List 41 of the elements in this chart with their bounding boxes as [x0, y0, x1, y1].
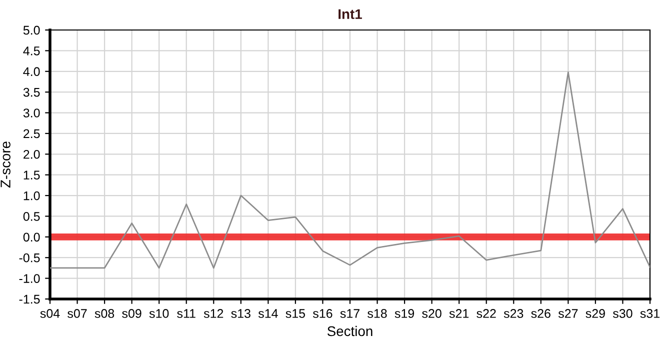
x-tick-label: s19 — [394, 309, 414, 318]
x-tick-label: s21 — [449, 309, 469, 318]
x-tick-label: s26 — [531, 309, 550, 318]
x-tick-label: s17 — [340, 309, 360, 318]
x-tick-label: s16 — [313, 309, 332, 318]
y-tick-label: 0.0 — [23, 232, 40, 242]
x-tick-label: s11 — [177, 309, 196, 318]
x-tick-label: s12 — [204, 309, 224, 318]
x-tick-label: s15 — [286, 309, 306, 318]
y-tick-label: 5.0 — [23, 26, 40, 35]
y-tick-label: 1.5 — [24, 170, 40, 180]
x-tick-label: s04 — [40, 309, 60, 318]
x-tick-label: s27 — [558, 309, 578, 318]
x-tick-label: s29 — [586, 309, 605, 318]
x-tick-label: s08 — [94, 309, 114, 318]
x-axis-title: Section — [327, 326, 372, 336]
x-tick-label: s20 — [422, 309, 442, 318]
y-tick-label: -1.5 — [19, 294, 40, 304]
x-tick-label: s30 — [613, 309, 632, 318]
x-tick-label: s18 — [368, 309, 387, 318]
y-tick-label: 3.0 — [23, 108, 40, 118]
y-tick-label: -0.5 — [19, 253, 40, 262]
x-tick-label: s07 — [68, 309, 87, 318]
y-tick-label: 3.5 — [23, 88, 40, 97]
y-axis-title: Z-score — [0, 142, 10, 188]
x-tick-label: s10 — [149, 309, 169, 318]
y-tick-label: 0.5 — [23, 212, 40, 221]
y-tick-label: 1.0 — [24, 191, 40, 200]
y-tick-label: -1.0 — [19, 274, 40, 283]
line-series — [50, 72, 650, 269]
chart-title: Int1 — [338, 9, 362, 20]
x-tick-label: s23 — [504, 309, 524, 318]
y-tick-label: 2.5 — [24, 129, 40, 138]
x-tick-label: s31 — [640, 309, 660, 318]
y-tick-label: 4.0 — [23, 67, 40, 76]
y-tick-label: 2.0 — [24, 150, 40, 159]
x-tick-label: s09 — [122, 309, 142, 318]
y-tick-label: 4.5 — [23, 46, 40, 56]
x-tick-label: s14 — [258, 309, 278, 318]
x-tick-label: s22 — [476, 309, 496, 318]
x-tick-label: s13 — [231, 309, 250, 318]
